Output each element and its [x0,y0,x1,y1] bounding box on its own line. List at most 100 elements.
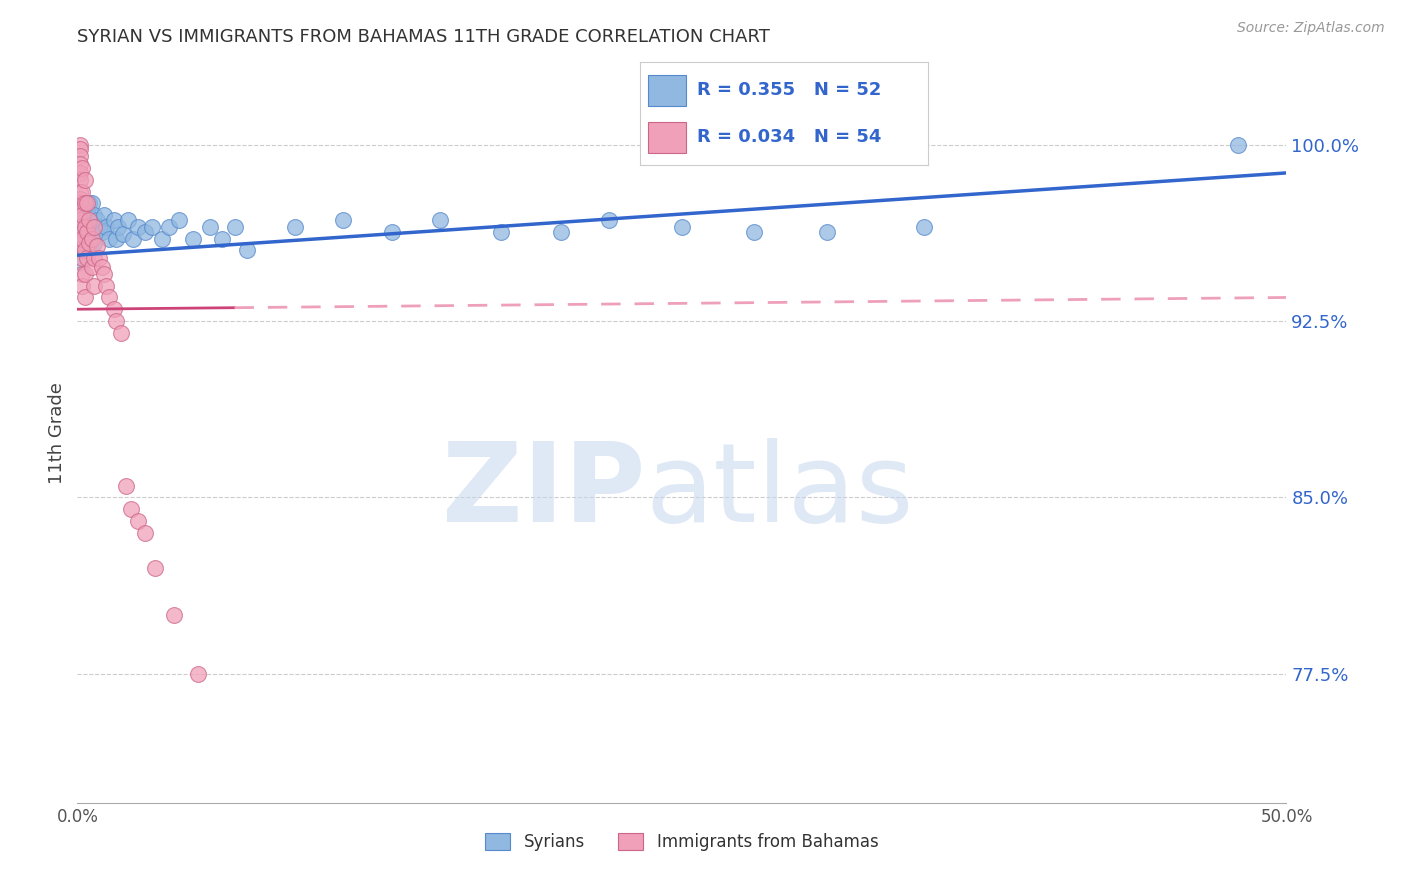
Point [744,225,766,239]
Point [80,196,103,211]
Point [83,208,105,222]
Point [1227,137,1250,152]
Point [69,244,91,258]
Point [70,185,93,199]
Point [550,225,572,239]
Point [73,213,96,227]
Text: R = 0.355   N = 52: R = 0.355 N = 52 [697,81,882,99]
Point [120,502,142,516]
Point [183,232,205,246]
Point [69,149,91,163]
Point [122,232,145,246]
Point [70,232,93,246]
Point [86,239,108,253]
Point [143,561,166,575]
Point [112,227,135,241]
Point [69,219,91,234]
Legend: Syrians, Immigrants from Bahamas: Syrians, Immigrants from Bahamas [479,826,884,857]
Point [134,525,156,540]
Point [70,267,93,281]
Point [76,232,98,246]
Point [117,213,139,227]
Point [69,203,91,218]
Text: ZIP: ZIP [443,438,645,545]
Point [69,227,91,241]
Point [69,236,91,251]
Point [70,219,93,234]
Point [157,219,180,234]
Point [70,244,93,258]
Text: R = 0.034   N = 54: R = 0.034 N = 54 [697,128,882,146]
Point [73,236,96,251]
Point [80,260,103,274]
Point [97,290,120,304]
Point [489,225,512,239]
Point [69,185,91,199]
Point [70,278,93,293]
Point [103,213,125,227]
Point [73,219,96,234]
Point [70,251,93,265]
Point [235,244,257,258]
Point [86,213,108,227]
Point [381,225,404,239]
Point [83,251,105,265]
Point [70,208,93,222]
Point [69,192,91,206]
Point [69,156,91,170]
Point [79,225,101,239]
Point [80,225,103,239]
Point [76,251,98,265]
Point [87,251,110,265]
Point [69,255,91,269]
Point [96,219,118,234]
Point [69,213,91,227]
Point [105,232,128,246]
Point [284,219,307,234]
Bar [648,75,686,105]
Point [107,219,129,234]
Point [69,208,91,222]
Point [90,260,112,274]
Point [79,196,101,211]
Point [87,219,110,234]
Point [79,213,101,227]
Point [127,219,149,234]
Point [83,278,105,293]
Point [73,196,96,211]
Point [80,232,103,246]
Point [76,225,98,239]
Point [429,213,451,227]
Point [103,302,125,317]
Point [224,219,246,234]
Point [141,219,163,234]
Point [73,173,96,187]
Point [70,161,93,176]
Point [83,219,105,234]
Point [79,236,101,251]
Point [69,173,91,187]
Point [211,232,233,246]
Point [598,213,620,227]
Point [200,219,222,234]
Point [127,514,149,528]
Point [73,244,96,258]
Point [69,137,91,152]
Point [69,142,91,156]
Y-axis label: 11th Grade: 11th Grade [48,382,66,483]
Text: atlas: atlas [645,438,914,545]
Point [815,225,838,239]
Point [93,208,115,222]
Point [69,196,91,211]
Point [150,232,173,246]
Point [83,236,105,251]
Point [69,166,91,180]
Point [93,267,115,281]
Point [167,213,190,227]
Point [163,607,186,622]
Bar [648,122,686,153]
Point [96,278,118,293]
Point [105,314,128,328]
Point [73,267,96,281]
Point [90,225,112,239]
